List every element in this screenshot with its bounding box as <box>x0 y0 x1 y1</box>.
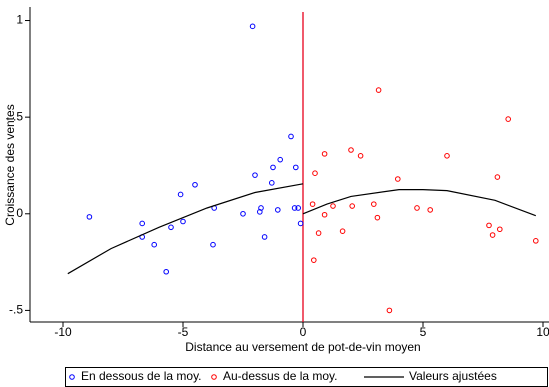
point <box>357 153 364 159</box>
point <box>427 207 434 213</box>
point <box>309 201 316 207</box>
point <box>163 268 169 275</box>
point <box>315 230 322 236</box>
point <box>269 180 275 186</box>
legend-label: En dessous de la moy. <box>81 369 202 383</box>
legend-swatch <box>69 374 75 380</box>
legend-label: Au-dessus de la moy. <box>223 369 338 383</box>
x-tick-label: 10 <box>536 325 549 339</box>
point <box>261 234 268 240</box>
point <box>444 153 450 159</box>
point <box>297 220 304 227</box>
point <box>168 224 174 231</box>
point <box>258 205 264 211</box>
legend-swatch <box>211 374 217 380</box>
point <box>321 151 328 157</box>
point <box>348 147 354 153</box>
point <box>386 307 393 314</box>
point <box>489 232 496 238</box>
legend-label: Valeurs ajustées <box>409 369 497 383</box>
point <box>395 176 401 182</box>
y-tick-label: .5 <box>13 109 23 123</box>
point <box>139 220 145 227</box>
point <box>180 218 186 225</box>
point <box>275 207 281 213</box>
x-tick-label: -5 <box>178 325 189 339</box>
point <box>270 164 276 171</box>
point <box>291 205 298 211</box>
point <box>240 210 246 217</box>
y-axis-title: Croissance des ventes <box>3 104 17 225</box>
point <box>330 203 336 209</box>
point <box>497 226 503 233</box>
x-tick-label: 0 <box>300 325 307 339</box>
point <box>505 116 512 122</box>
y-tick-label: -.5 <box>9 303 23 317</box>
point <box>293 164 299 171</box>
point <box>349 203 356 209</box>
point <box>249 23 256 30</box>
point <box>374 214 381 221</box>
point <box>177 191 184 198</box>
point <box>151 241 157 248</box>
point <box>312 170 318 176</box>
point <box>339 228 346 234</box>
fitted-line <box>67 183 537 275</box>
point <box>311 257 317 263</box>
point <box>192 181 198 188</box>
point <box>375 87 382 93</box>
point <box>288 133 294 140</box>
point <box>277 156 284 163</box>
point <box>414 205 420 211</box>
y-tick-label: 1 <box>16 13 23 27</box>
point <box>321 211 328 218</box>
x-tick-label: -10 <box>54 325 72 339</box>
point <box>494 174 501 180</box>
point <box>86 214 93 220</box>
point <box>295 205 302 211</box>
x-tick-label: 5 <box>420 325 427 339</box>
x-axis-title: Distance au versement de pot-de-vin moye… <box>185 340 420 354</box>
y-tick-label: 0 <box>16 206 23 220</box>
point <box>533 238 539 244</box>
point <box>486 222 492 229</box>
point <box>252 172 258 178</box>
point <box>210 241 216 248</box>
point <box>371 201 377 207</box>
